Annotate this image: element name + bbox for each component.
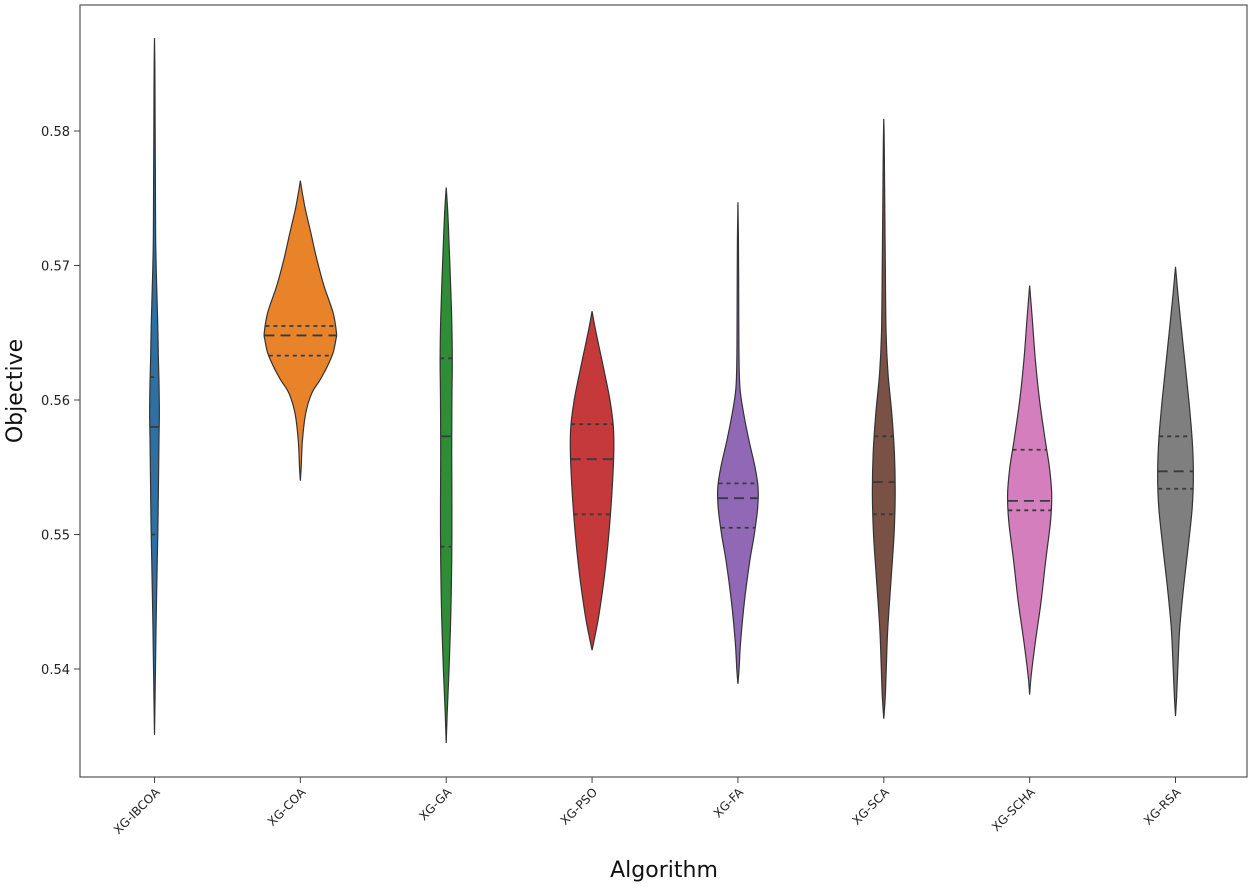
- x-axis: XG-IBCOA XG-COA XG-GA XG-PSO XG-FA XG-SCA XG-S…: [111, 777, 1184, 837]
- violin-body: [1006, 285, 1053, 695]
- y-axis: 0.54 0.55 0.56 0.57 0.58: [41, 125, 80, 678]
- x-tick-label: XG-PSO: [558, 785, 601, 828]
- y-tick-label: 0.58: [41, 125, 70, 140]
- x-tick-label: XG-SCHA: [989, 785, 1038, 834]
- violin-body: [263, 180, 338, 481]
- y-axis-label: Objective: [3, 339, 28, 443]
- x-tick-label: XG-GA: [416, 785, 455, 824]
- x-tick-label: XG-IBCOA: [111, 785, 163, 837]
- y-tick-label: 0.54: [41, 663, 70, 678]
- violin-body: [716, 202, 759, 684]
- violin-xg-ibcoa: [149, 38, 160, 735]
- violin-body: [871, 118, 896, 719]
- violin-xg-sca: [871, 118, 896, 719]
- violin-xg-rsa: [1157, 266, 1194, 717]
- violins: [149, 38, 1194, 744]
- x-tick-label: XG-RSA: [1141, 785, 1184, 828]
- y-tick-label: 0.56: [41, 394, 70, 409]
- plot-frame: [79, 4, 1248, 778]
- y-tick-label: 0.55: [41, 529, 70, 544]
- violin-xg-fa: [716, 202, 759, 684]
- x-tick-label: XG-SCA: [849, 785, 892, 828]
- violin-body: [439, 187, 453, 744]
- violin-body: [149, 38, 160, 735]
- violin-xg-ga: [439, 187, 453, 744]
- violin-xg-scha: [1006, 285, 1053, 695]
- violin-xg-coa: [263, 180, 338, 481]
- x-tick-label: XG-FA: [711, 785, 747, 821]
- violin-body: [1157, 266, 1194, 717]
- x-tick-label: XG-COA: [265, 785, 309, 829]
- violin-body: [569, 311, 615, 651]
- y-tick-label: 0.57: [41, 260, 70, 275]
- violin-xg-pso: [569, 311, 615, 651]
- x-axis-label: Algorithm: [610, 858, 718, 883]
